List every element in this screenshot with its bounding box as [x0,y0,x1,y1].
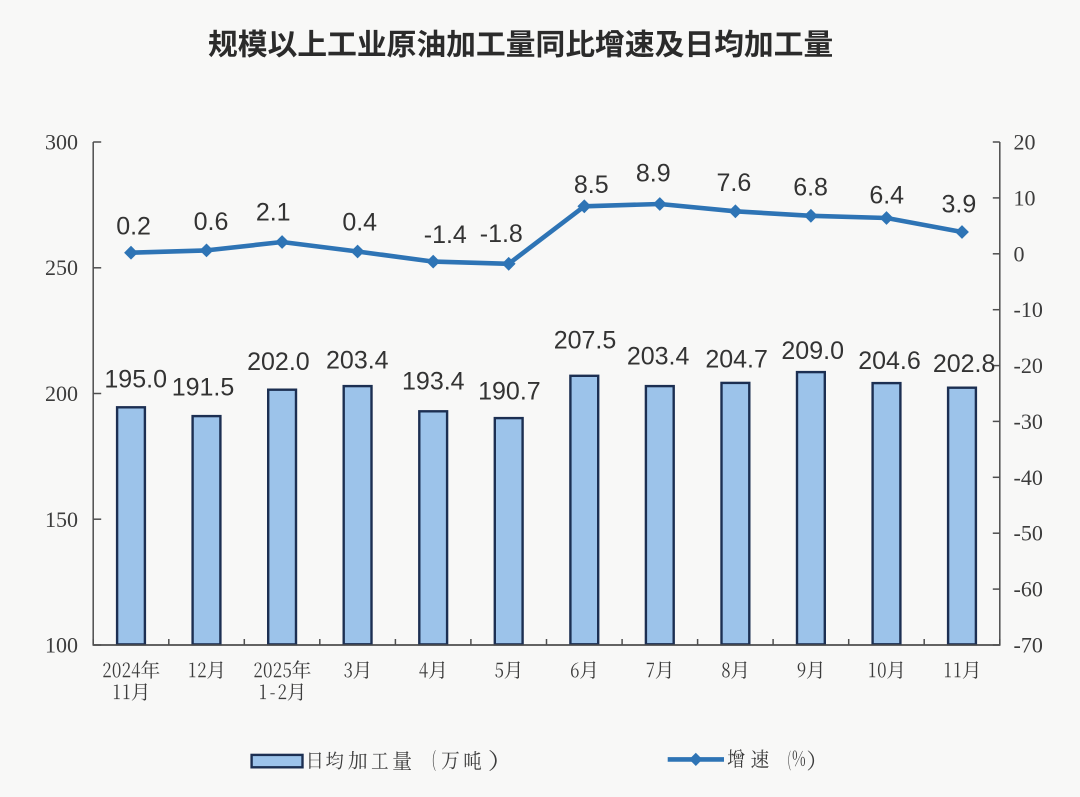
svg-text:202.0: 202.0 [247,348,310,376]
svg-text:0: 0 [1014,241,1025,266]
svg-text:-70: -70 [1014,633,1043,658]
svg-text:2.1: 2.1 [256,199,291,227]
svg-text:203.4: 203.4 [627,343,690,371]
svg-text:150: 150 [45,507,78,532]
svg-text:0.4: 0.4 [342,209,377,237]
svg-text:-30: -30 [1014,409,1043,434]
svg-text:195.0: 195.0 [104,365,167,393]
svg-text:200: 200 [45,381,78,406]
svg-text:-60: -60 [1014,577,1043,602]
svg-text:193.4: 193.4 [402,368,465,396]
svg-text:6.8: 6.8 [793,174,828,202]
svg-text:-40: -40 [1014,465,1043,490]
svg-text:-20: -20 [1014,353,1043,378]
svg-text:10: 10 [1014,185,1036,210]
svg-text:7.6: 7.6 [717,169,752,197]
svg-text:300: 300 [45,130,78,155]
svg-text:8.5: 8.5 [574,171,609,199]
svg-text:8.9: 8.9 [636,160,671,188]
svg-text:209.0: 209.0 [781,337,844,365]
svg-text:0.2: 0.2 [116,213,151,241]
svg-text:6.4: 6.4 [869,181,904,209]
svg-text:207.5: 207.5 [554,327,617,355]
svg-text:20: 20 [1014,130,1036,155]
svg-text:-1.8: -1.8 [480,220,523,248]
svg-text:-50: -50 [1014,521,1043,546]
svg-text:250: 250 [45,255,78,280]
svg-text:202.8: 202.8 [933,350,996,378]
svg-text:204.7: 204.7 [705,346,768,374]
svg-text:3.9: 3.9 [942,190,977,218]
svg-text:0.6: 0.6 [194,208,229,236]
svg-text:100: 100 [45,633,78,658]
svg-text:-1.4: -1.4 [424,221,467,249]
svg-text:190.7: 190.7 [478,378,541,406]
svg-text:204.6: 204.6 [858,347,921,375]
svg-text:191.5: 191.5 [172,373,235,401]
svg-text:-10: -10 [1014,297,1043,322]
svg-text:203.4: 203.4 [326,346,389,374]
